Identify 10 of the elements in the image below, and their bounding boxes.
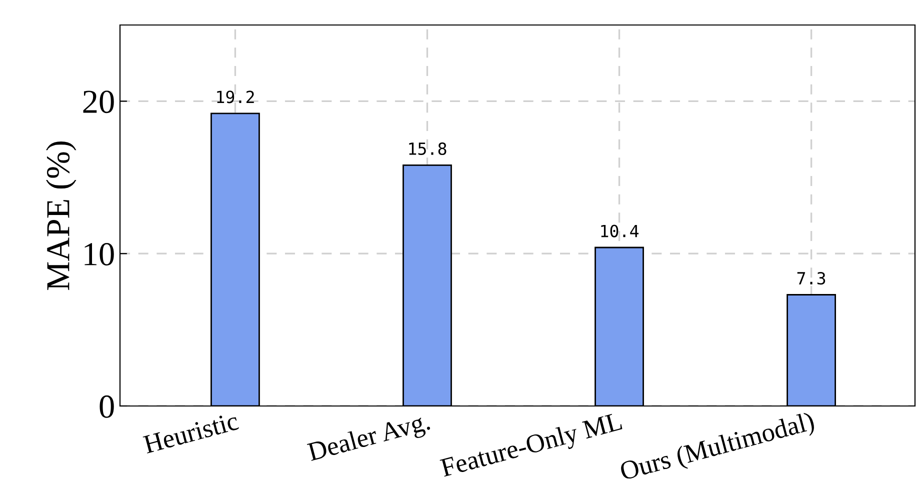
data-label: 10.4 [601,224,639,238]
x-tick-label: Dealer Avg. [306,411,432,466]
x-tick-label: Heuristic [142,412,240,454]
data-label: 19.2 [217,90,254,104]
y-tick-label: 20 [83,90,114,114]
y-tick-label: 0 [100,395,114,418]
y-tick-label: 10 [84,243,114,266]
data-label: 15.8 [409,142,446,156]
data-label: 7.3 [797,272,826,285]
y-axis-title: MAPE (%) [46,142,76,290]
